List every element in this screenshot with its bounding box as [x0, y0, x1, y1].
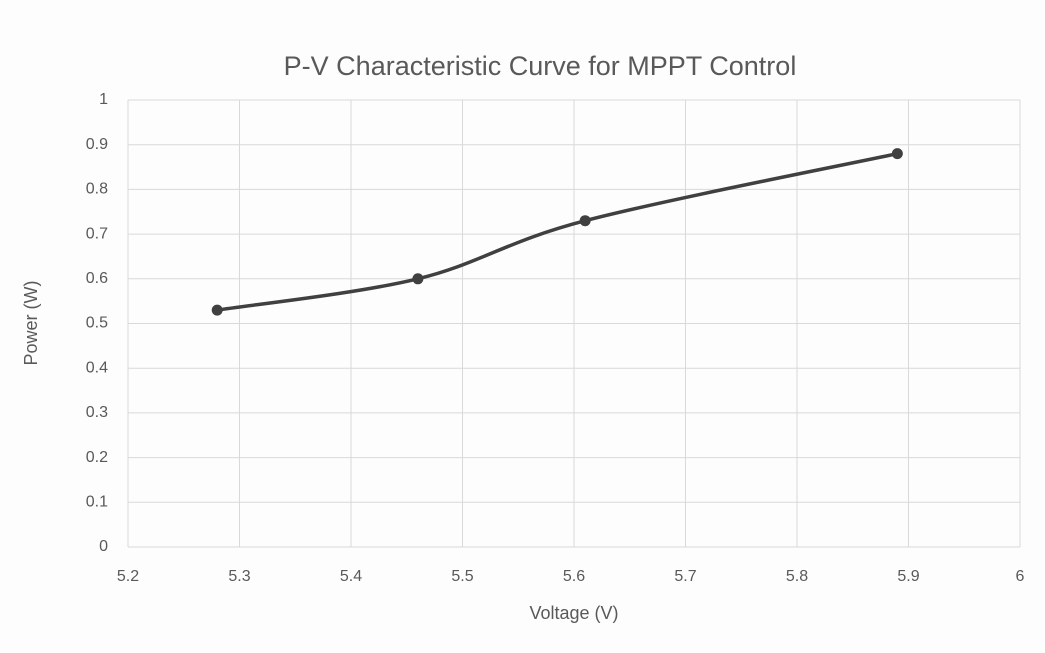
- y-tick-label: 0: [99, 538, 108, 555]
- y-tick-label: 0.2: [86, 449, 108, 466]
- x-tick-label: 5.8: [786, 568, 808, 585]
- y-tick-label: 0.3: [86, 404, 108, 421]
- chart-title: P-V Characteristic Curve for MPPT Contro…: [284, 51, 797, 81]
- y-tick-label: 0.7: [86, 225, 108, 242]
- line: [216, 151, 898, 312]
- x-tick-label: 5.6: [563, 568, 585, 585]
- x-tick-label: 5.9: [897, 568, 919, 585]
- marker: [412, 273, 424, 285]
- x-tick-label: 5.4: [340, 568, 362, 585]
- x-tick-label: 5.3: [228, 568, 250, 585]
- marker: [211, 304, 223, 316]
- marker: [579, 215, 591, 227]
- x-tick-label: 5.2: [117, 568, 139, 585]
- y-tick-label: 0.5: [86, 315, 108, 332]
- y-tick-label: 0.4: [86, 359, 108, 376]
- y-tick-label: 1: [99, 91, 108, 108]
- x-tick-label: 6: [1016, 568, 1025, 585]
- y-tick-label: 0.1: [86, 494, 108, 511]
- y-axis-label: Power (W): [21, 281, 41, 366]
- y-tick-label: 0.8: [86, 181, 108, 198]
- x-axis-label: Voltage (V): [529, 603, 618, 623]
- marker: [891, 148, 903, 160]
- y-tick-label: 0.9: [86, 136, 108, 153]
- y-tick-label: 0.6: [86, 270, 108, 287]
- x-tick-label: 5.7: [674, 568, 696, 585]
- x-tick-label: 5.5: [451, 568, 473, 585]
